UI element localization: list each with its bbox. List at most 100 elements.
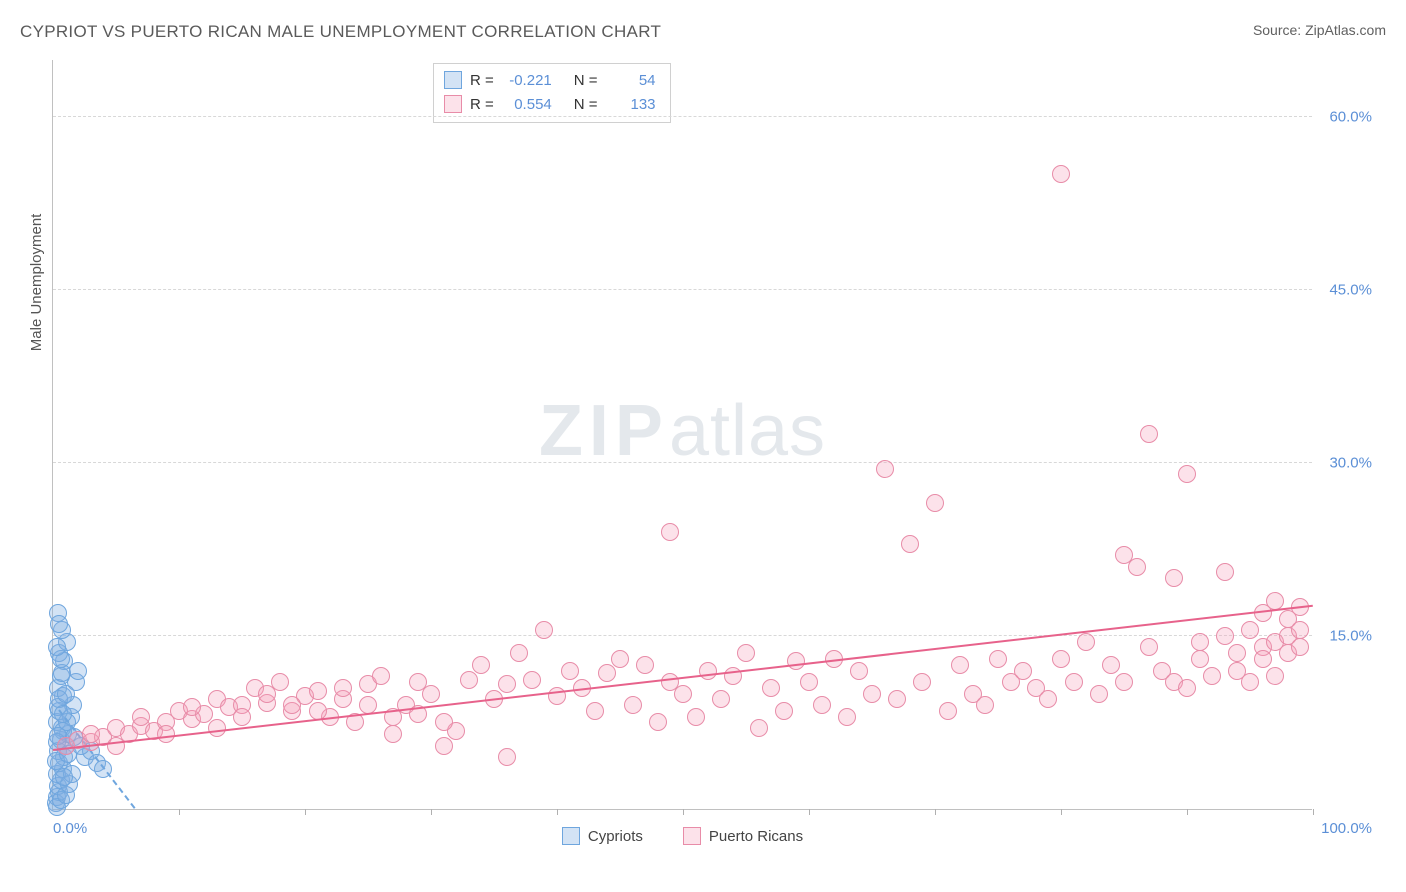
data-point (1191, 650, 1209, 668)
x-tick-label: 0.0% (53, 820, 87, 837)
legend-item-cypriot: Cypriots (562, 827, 643, 845)
data-point (1077, 633, 1095, 651)
data-point (636, 656, 654, 674)
r-value-cypriot: -0.221 (502, 72, 552, 89)
data-point (258, 685, 276, 703)
data-point (850, 662, 868, 680)
data-point (1140, 425, 1158, 443)
gridline (53, 116, 1312, 117)
gridline (53, 289, 1312, 290)
x-tick (1187, 809, 1188, 815)
gridline (53, 462, 1312, 463)
data-point (409, 673, 427, 691)
data-point (384, 725, 402, 743)
x-tick (179, 809, 180, 815)
data-point (775, 702, 793, 720)
chart-container: CYPRIOT VS PUERTO RICAN MALE UNEMPLOYMEN… (0, 0, 1406, 892)
data-point (1165, 569, 1183, 587)
x-tick (1313, 809, 1314, 815)
y-tick-label: 15.0% (1329, 627, 1372, 644)
data-point (48, 638, 66, 656)
y-tick-label: 30.0% (1329, 454, 1372, 471)
data-point (1266, 667, 1284, 685)
legend-stats-row: R = 0.554 N = 133 (444, 92, 656, 116)
data-point (712, 690, 730, 708)
data-point (611, 650, 629, 668)
data-point (1228, 644, 1246, 662)
data-point (1203, 667, 1221, 685)
x-tick-label: 100.0% (1321, 820, 1372, 837)
data-point (989, 650, 1007, 668)
data-point (1191, 633, 1209, 651)
data-point (472, 656, 490, 674)
data-point (1216, 627, 1234, 645)
legend-stats-row: R = -0.221 N = 54 (444, 68, 656, 92)
legend-bottom: Cypriots Puerto Ricans (53, 827, 1312, 845)
data-point (976, 696, 994, 714)
data-point (107, 737, 125, 755)
data-point (661, 523, 679, 541)
watermark-zip: ZIP (539, 390, 669, 470)
data-point (1014, 662, 1032, 680)
data-point (1178, 679, 1196, 697)
data-point (1254, 650, 1272, 668)
data-point (50, 615, 68, 633)
data-point (649, 713, 667, 731)
data-point (157, 725, 175, 743)
data-point (1090, 685, 1108, 703)
legend-stats: R = -0.221 N = 54 R = 0.554 N = 133 (433, 63, 671, 123)
swatch-cypriot (562, 827, 580, 845)
y-axis-label: Male Unemployment (28, 214, 45, 352)
x-tick (809, 809, 810, 815)
data-point (1241, 621, 1259, 639)
swatch-pr (444, 95, 462, 113)
data-point (787, 652, 805, 670)
data-point (687, 708, 705, 726)
data-point (1052, 650, 1070, 668)
n-label: N = (574, 96, 598, 113)
data-point (598, 664, 616, 682)
data-point (1102, 656, 1120, 674)
data-point (208, 719, 226, 737)
x-tick (557, 809, 558, 815)
n-label: N = (574, 72, 598, 89)
data-point (939, 702, 957, 720)
data-point (1039, 690, 1057, 708)
data-point (334, 679, 352, 697)
data-point (876, 460, 894, 478)
data-point (813, 696, 831, 714)
data-point (498, 675, 516, 693)
data-point (561, 662, 579, 680)
data-point (888, 690, 906, 708)
source-label: Source: ZipAtlas.com (1253, 22, 1386, 38)
data-point (1128, 558, 1146, 576)
legend-label-pr: Puerto Ricans (709, 828, 803, 845)
legend-label-cypriot: Cypriots (588, 828, 643, 845)
data-point (863, 685, 881, 703)
x-tick (683, 809, 684, 815)
x-tick (305, 809, 306, 815)
data-point (1241, 673, 1259, 691)
x-tick (935, 809, 936, 815)
gridline (53, 635, 1312, 636)
swatch-pr (683, 827, 701, 845)
data-point (838, 708, 856, 726)
swatch-cypriot (444, 71, 462, 89)
data-point (283, 696, 301, 714)
data-point (1291, 638, 1309, 656)
data-point (132, 708, 150, 726)
data-point (951, 656, 969, 674)
r-label: R = (470, 96, 494, 113)
data-point (183, 698, 201, 716)
plot-area: ZIPatlas R = -0.221 N = 54 R = 0.554 N =… (52, 60, 1312, 810)
chart-title: CYPRIOT VS PUERTO RICAN MALE UNEMPLOYMEN… (20, 22, 661, 42)
data-point (762, 679, 780, 697)
data-point (586, 702, 604, 720)
data-point (57, 685, 75, 703)
data-point (1065, 673, 1083, 691)
data-point (498, 748, 516, 766)
data-point (55, 768, 73, 786)
data-point (800, 673, 818, 691)
data-point (233, 708, 251, 726)
data-point (372, 667, 390, 685)
